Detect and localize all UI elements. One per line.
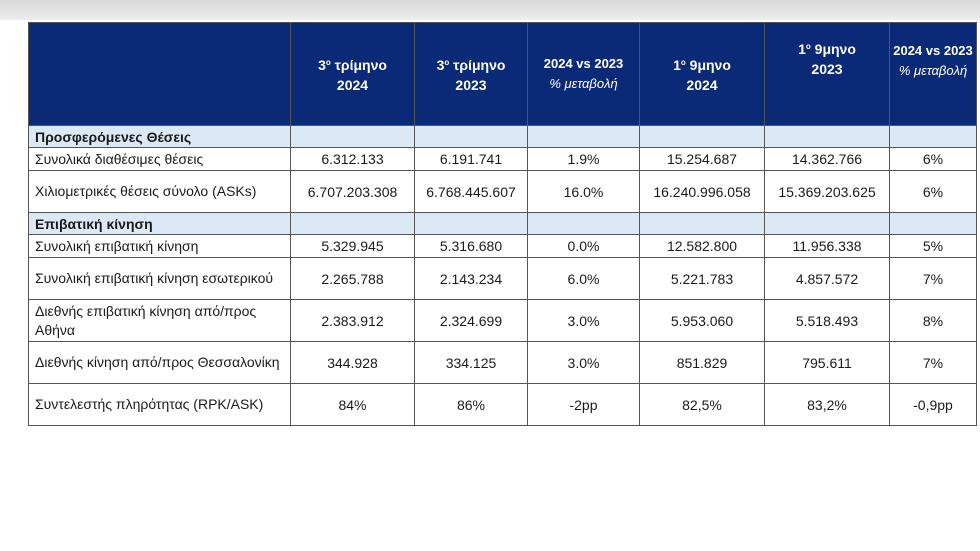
table-cell: 0.0% [527, 234, 640, 258]
row-label: Διεθνής επιβατική κίνηση από/προς Αθήνα [28, 299, 291, 342]
table-cell: 851.829 [639, 341, 765, 384]
header-blank [28, 22, 291, 126]
section-title: Επιβατική κίνηση [28, 212, 291, 235]
table-cell: 82,5% [639, 383, 765, 426]
row-label: Συνολικά διαθέσιμες θέσεις [28, 147, 291, 171]
table-row: Συντελεστής πληρότητας (RPK/ASK) 84% 86%… [28, 383, 977, 426]
table-cell: 344.928 [290, 341, 415, 384]
table-cell: 4.857.572 [764, 257, 890, 300]
table-cell: 6.0% [527, 257, 640, 300]
section-row: Επιβατική κίνηση [28, 212, 977, 235]
table-cell: 12.582.800 [639, 234, 765, 258]
table-cell: -2pp [527, 383, 640, 426]
top-bar [0, 0, 980, 20]
table-cell: 5% [889, 234, 977, 258]
header-q3-change: 2024 vs 2023 % μεταβολή [527, 22, 640, 126]
table-cell: 14.362.766 [764, 147, 890, 171]
table-cell: 5.316.680 [414, 234, 528, 258]
table-cell: 2.265.788 [290, 257, 415, 300]
header-q3-2024: 3ο τρίμηνο 2024 [290, 22, 415, 126]
table-cell: 6.191.741 [414, 147, 528, 171]
table-cell: 15.369.203.625 [764, 170, 890, 213]
table-cell: 8% [889, 299, 977, 342]
row-label: Συνολική επιβατική κίνηση [28, 234, 291, 258]
table-row: Συνολική επιβατική κίνηση 5.329.945 5.31… [28, 234, 977, 258]
table-cell: 5.221.783 [639, 257, 765, 300]
header-q3-2023: 3ο τρίμηνο 2023 [414, 22, 528, 126]
table-row: Χιλιομετρικές θέσεις σύνολο (ASKs) 6.707… [28, 170, 977, 213]
table-cell: 2.143.234 [414, 257, 528, 300]
table-cell: 16.240.996.058 [639, 170, 765, 213]
table-row: Συνολική επιβατική κίνηση εσωτερικού 2.2… [28, 257, 977, 300]
table-cell: 7% [889, 341, 977, 384]
table-cell: 2.383.912 [290, 299, 415, 342]
table-cell: 334.125 [414, 341, 528, 384]
table-cell: 6.312.133 [290, 147, 415, 171]
table-cell: 5.953.060 [639, 299, 765, 342]
table-cell: 6% [889, 170, 977, 213]
header-9m-change: 2024 vs 2023 % μεταβολή [889, 22, 977, 126]
table-cell: -0,9pp [889, 383, 977, 426]
table-cell: 2.324.699 [414, 299, 528, 342]
section-row: Προσφερόμενες Θέσεις [28, 125, 977, 148]
row-label: Συνολική επιβατική κίνηση εσωτερικού [28, 257, 291, 300]
row-label: Χιλιομετρικές θέσεις σύνολο (ASKs) [28, 170, 291, 213]
table-cell: 15.254.687 [639, 147, 765, 171]
row-label: Διεθνής κίνηση από/προς Θεσσαλονίκη [28, 341, 291, 384]
table-cell: 11.956.338 [764, 234, 890, 258]
table-cell: 5.329.945 [290, 234, 415, 258]
table-cell: 5.518.493 [764, 299, 890, 342]
table-cell: 83,2% [764, 383, 890, 426]
table-cell: 3.0% [527, 341, 640, 384]
header-row: 3ο τρίμηνο 2024 3ο τρίμηνο 2023 2024 vs … [28, 22, 977, 126]
table-cell: 795.611 [764, 341, 890, 384]
table-cell: 3.0% [527, 299, 640, 342]
table-cell: 6% [889, 147, 977, 171]
header-9m-2024: 1ο 9μηνο 2024 [639, 22, 765, 126]
statistics-table: 3ο τρίμηνο 2024 3ο τρίμηνο 2023 2024 vs … [28, 22, 977, 426]
section-title: Προσφερόμενες Θέσεις [28, 125, 291, 148]
table-cell: 6.768.445.607 [414, 170, 528, 213]
table-cell: 6.707.203.308 [290, 170, 415, 213]
table-cell: 84% [290, 383, 415, 426]
table-cell: 7% [889, 257, 977, 300]
table-cell: 1.9% [527, 147, 640, 171]
table-row: Διεθνής επιβατική κίνηση από/προς Αθήνα … [28, 299, 977, 342]
row-label: Συντελεστής πληρότητας (RPK/ASK) [28, 383, 291, 426]
table-cell: 86% [414, 383, 528, 426]
table-cell: 16.0% [527, 170, 640, 213]
table-row: Διεθνής κίνηση από/προς Θεσσαλονίκη 344.… [28, 341, 977, 384]
table-row: Συνολικά διαθέσιμες θέσεις 6.312.133 6.1… [28, 147, 977, 171]
header-9m-2023: 1ο 9μηνο 2023 [764, 22, 890, 126]
